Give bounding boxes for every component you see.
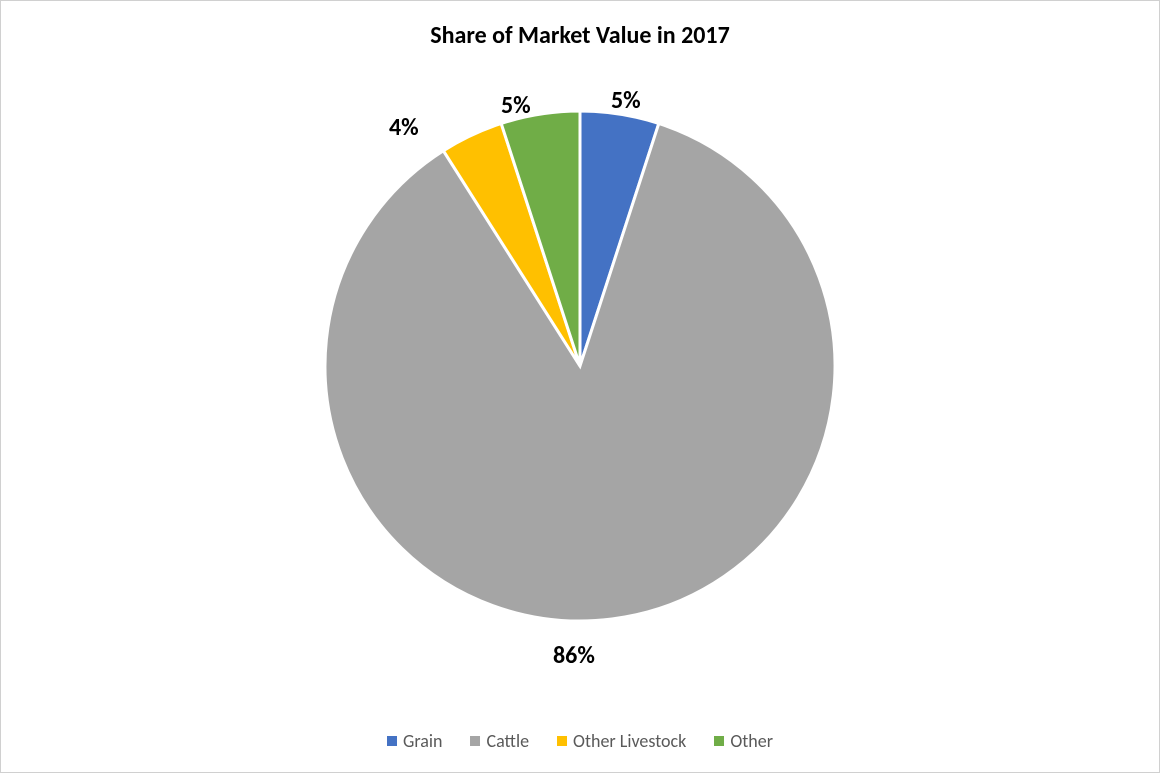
- pie-wrapper: [325, 111, 835, 626]
- legend-item-other: Other: [714, 730, 773, 752]
- data-label-0: 5%: [611, 86, 641, 115]
- pie-chart-container: Share of Market Value in 2017 5%86%4%5% …: [1, 1, 1159, 772]
- legend-marker-icon: [470, 736, 480, 746]
- pie-chart-svg: [325, 111, 835, 621]
- legend-label: Other: [730, 730, 773, 752]
- data-label-3: 5%: [501, 91, 531, 120]
- legend-item-cattle: Cattle: [470, 730, 529, 752]
- legend-marker-icon: [387, 736, 397, 746]
- legend-marker-icon: [714, 736, 724, 746]
- data-label-1: 86%: [553, 641, 595, 670]
- legend-marker-icon: [557, 736, 567, 746]
- legend-label: Grain: [403, 730, 442, 752]
- chart-legend: Grain Cattle Other Livestock Other: [387, 730, 773, 752]
- chart-title: Share of Market Value in 2017: [1, 1, 1159, 50]
- legend-item-grain: Grain: [387, 730, 442, 752]
- legend-label: Cattle: [486, 730, 529, 752]
- data-label-2: 4%: [389, 113, 419, 142]
- legend-item-other-livestock: Other Livestock: [557, 730, 686, 752]
- legend-label: Other Livestock: [573, 730, 686, 752]
